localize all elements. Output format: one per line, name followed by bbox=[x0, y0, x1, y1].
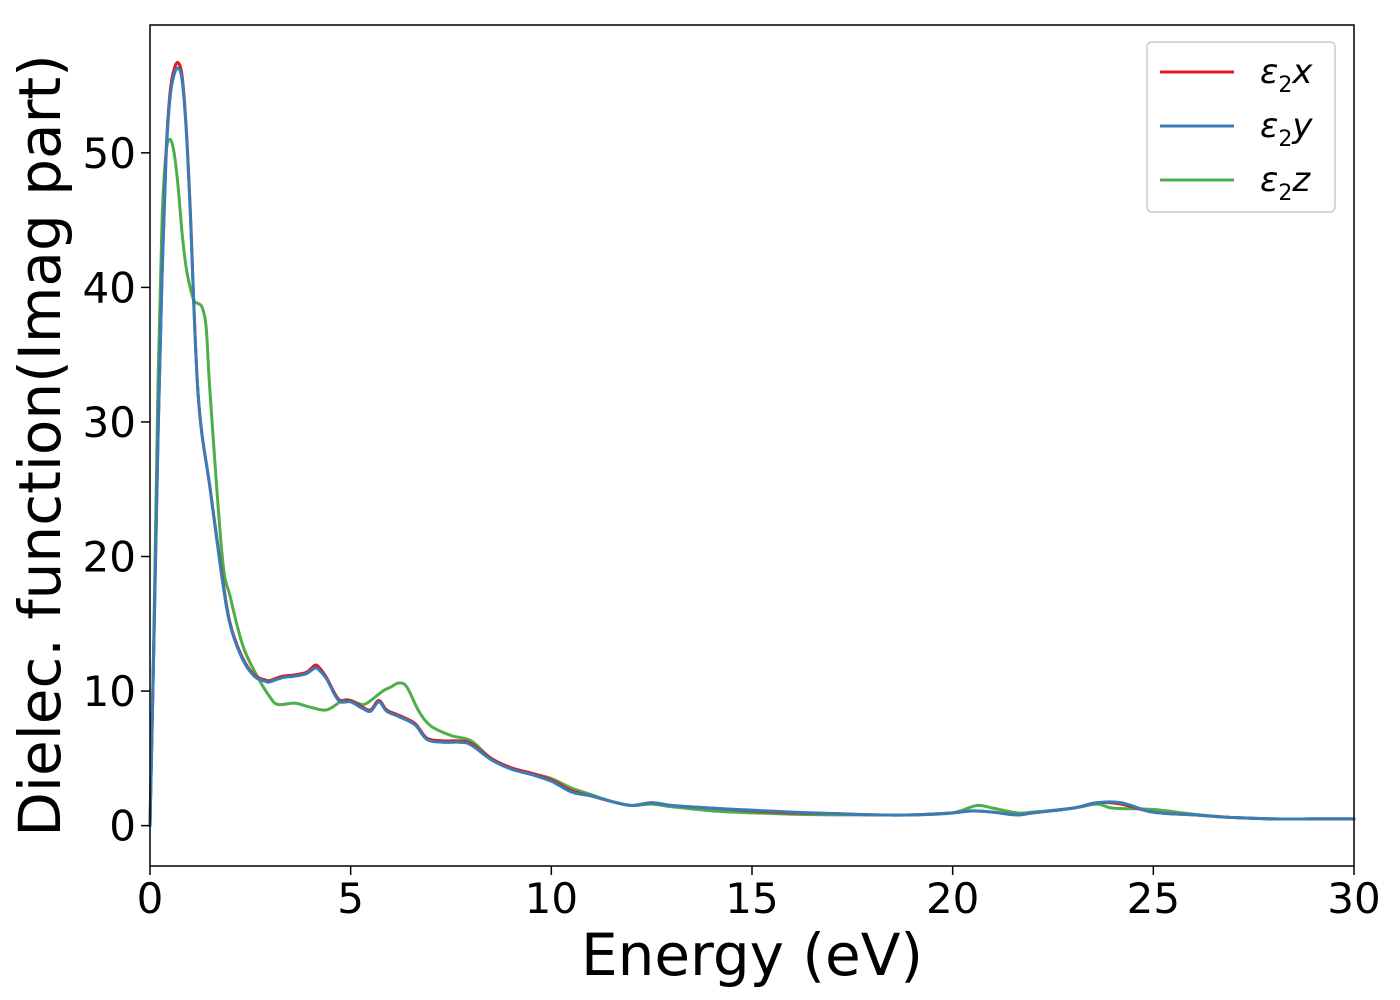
legend-label-z: ε2z bbox=[1260, 160, 1311, 206]
y-axis: 0 10 20 30 40 50 bbox=[83, 129, 150, 851]
y-tick-label: 40 bbox=[83, 263, 136, 312]
y-tick-label: 10 bbox=[83, 667, 136, 716]
x-tick-label: 15 bbox=[725, 874, 778, 923]
legend-label-x: ε2x bbox=[1260, 52, 1313, 98]
x-tick-label: 20 bbox=[926, 874, 979, 923]
y-tick-label: 0 bbox=[109, 802, 136, 851]
x-tick-label: 30 bbox=[1327, 874, 1380, 923]
y-tick-label: 30 bbox=[83, 398, 136, 447]
series-line-y bbox=[148, 66, 1356, 828]
legend: ε2x ε2y ε2z bbox=[1146, 41, 1336, 213]
y-axis-label: Dielec. function(Imag part) bbox=[6, 54, 74, 837]
x-axis: 0 5 10 15 20 25 30 bbox=[137, 866, 1381, 923]
x-tick-label: 5 bbox=[337, 874, 364, 923]
legend-box bbox=[1146, 41, 1336, 213]
legend-label-y: ε2y bbox=[1260, 106, 1313, 152]
y-tick-label: 20 bbox=[83, 533, 136, 582]
x-tick-label: 10 bbox=[525, 874, 578, 923]
x-axis-label: Energy (eV) bbox=[581, 921, 923, 989]
series-layer bbox=[148, 60, 1356, 828]
series-line-z bbox=[148, 137, 1356, 828]
x-tick-label: 0 bbox=[137, 874, 164, 923]
x-tick-label: 25 bbox=[1127, 874, 1180, 923]
y-tick-label: 50 bbox=[83, 129, 136, 178]
